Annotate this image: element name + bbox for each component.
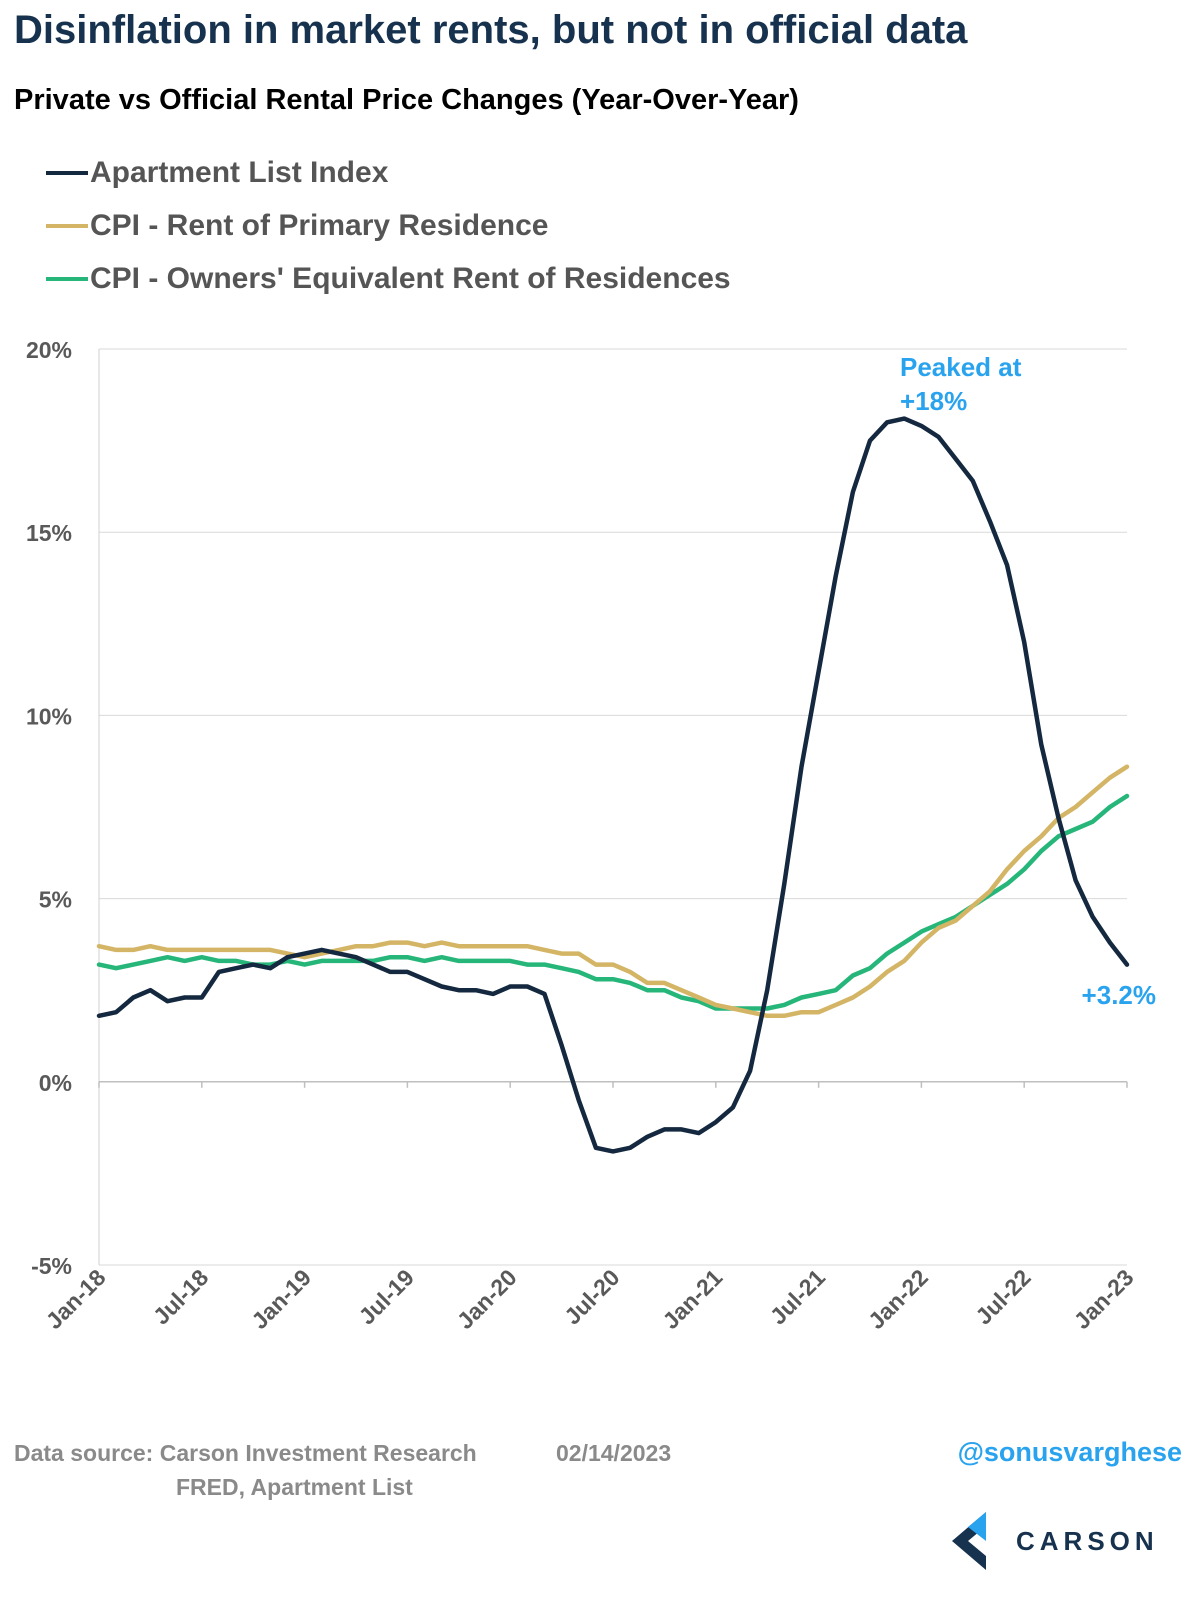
legend-item-cpi-rent: CPI - Rent of Primary Residence bbox=[46, 199, 731, 252]
x-tick-label: Jul-22 bbox=[970, 1264, 1035, 1329]
x-tick-label: Jan-19 bbox=[246, 1264, 316, 1334]
annotation-peak-line1: Peaked at bbox=[900, 352, 1022, 382]
x-tick-label: Jul-19 bbox=[354, 1264, 419, 1329]
legend-item-cpi-oer: CPI - Owners' Equivalent Rent of Residen… bbox=[46, 252, 731, 305]
carson-chevron-logo-icon bbox=[952, 1512, 986, 1570]
legend-swatch-cpi-rent bbox=[46, 223, 88, 228]
x-tick-label: Jan-23 bbox=[1069, 1264, 1139, 1334]
annotation-latest-value: +3.2% bbox=[1082, 980, 1156, 1010]
x-tick-label: Jul-21 bbox=[765, 1264, 831, 1330]
legend: Apartment List Index CPI - Rent of Prima… bbox=[46, 146, 731, 305]
x-tick-label: Jan-20 bbox=[452, 1264, 522, 1334]
x-tick-label: Jul-20 bbox=[559, 1264, 624, 1329]
legend-label-apartment-list: Apartment List Index bbox=[90, 155, 389, 189]
legend-label-cpi-oer: CPI - Owners' Equivalent Rent of Residen… bbox=[90, 261, 731, 295]
author-handle: @sonusvarghese bbox=[957, 1437, 1182, 1467]
series-line-apartment-list bbox=[96, 416, 1130, 1154]
brand-name: CARSON bbox=[1016, 1525, 1159, 1556]
y-tick-label: 5% bbox=[39, 887, 72, 913]
y-tick-label: -5% bbox=[31, 1253, 72, 1279]
legend-label-cpi-rent: CPI - Rent of Primary Residence bbox=[90, 208, 549, 242]
y-tick-label: 0% bbox=[39, 1070, 72, 1096]
series-line-cpi-rent bbox=[96, 764, 1130, 1019]
brand-logo: CARSON bbox=[952, 1512, 1159, 1570]
publish-date: 02/14/2023 bbox=[556, 1440, 672, 1466]
chart-subtitle: Private vs Official Rental Price Changes… bbox=[14, 84, 799, 116]
x-tick-label: Jan-21 bbox=[657, 1264, 727, 1334]
y-tick-label: 20% bbox=[26, 337, 72, 363]
x-tick-label: Jul-18 bbox=[148, 1264, 214, 1330]
annotation-peak-line2: +18% bbox=[900, 386, 967, 416]
x-tick-label: Jan-22 bbox=[863, 1264, 933, 1334]
legend-swatch-cpi-oer bbox=[46, 276, 88, 281]
data-source-label-2: FRED, Apartment List bbox=[176, 1474, 413, 1500]
chart-title: Disinflation in market rents, but not in… bbox=[14, 8, 968, 52]
line-chart: 20%15%10%5%0%-5%Jan-18 Jul-18 Jan-19 Jul-19… bbox=[26, 337, 1156, 1334]
series-line-cpi-oer bbox=[96, 793, 1130, 1011]
legend-item-apartment-list: Apartment List Index bbox=[46, 146, 731, 199]
y-tick-label: 10% bbox=[26, 703, 72, 729]
legend-swatch-apartment-list bbox=[46, 170, 88, 175]
data-source-label: Data source: Carson Investment Research bbox=[14, 1440, 477, 1466]
y-tick-label: 15% bbox=[26, 520, 72, 546]
